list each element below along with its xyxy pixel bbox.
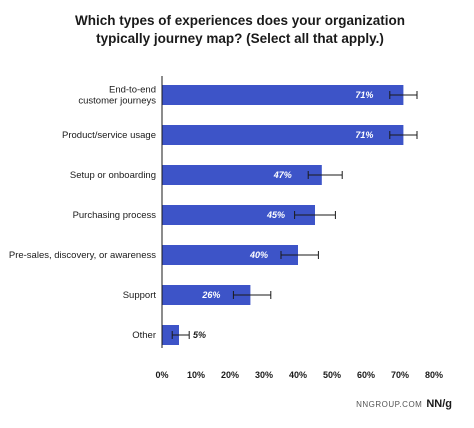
x-tick-label-5: 50% [323, 370, 341, 380]
chart-title-line-2: typically journey map? (Select all that … [96, 31, 384, 46]
error-bars-group [171, 91, 418, 339]
bar-0 [162, 85, 404, 105]
category-label-3: Purchasing process [73, 210, 157, 221]
x-tick-label-8: 80% [425, 370, 443, 380]
bar-2 [162, 165, 322, 185]
bars-group [162, 85, 404, 345]
chart-title: Which types of experiences does your org… [60, 12, 420, 48]
x-tick-label-4: 40% [289, 370, 307, 380]
x-tick-label-2: 20% [221, 370, 239, 380]
data-label-6: 5% [193, 330, 206, 340]
category-label-2: Setup or onboarding [70, 170, 156, 181]
data-label-2: 47% [273, 170, 292, 180]
data-label-0: 71% [355, 90, 373, 100]
bar-6 [162, 325, 179, 345]
data-label-4: 40% [249, 250, 268, 260]
data-label-3: 45% [266, 210, 285, 220]
category-label-1: Product/service usage [62, 130, 156, 141]
category-labels-group: End-to-end customer journeys Product/servi… [9, 85, 156, 342]
chart-title-line-1: Which types of experiences does your org… [74, 13, 406, 28]
nng-logo: NN/g [426, 398, 452, 410]
category-label-5: Support [123, 290, 157, 301]
x-tick-label-3: 30% [255, 370, 273, 380]
x-tick-labels-group: 0% 10% 20% 30% 40% 50% 60% 70% 80% [155, 370, 443, 380]
bar-1 [162, 125, 404, 145]
category-label-6: Other [132, 330, 156, 341]
footer: NNGROUP.COM NN/g [356, 398, 452, 410]
data-label-1: 71% [355, 130, 373, 140]
bar-5 [162, 285, 251, 305]
bar-4 [162, 245, 298, 265]
x-tick-label-7: 70% [391, 370, 409, 380]
data-label-5: 26% [201, 290, 220, 300]
source-text: NNGROUP.COM [356, 400, 423, 409]
data-labels-group: 71% 71% 47% 45% 40% 26% 5% [193, 90, 373, 340]
category-label-0: End-to-end customer journeys [78, 85, 156, 107]
x-tick-label-0: 0% [155, 370, 168, 380]
bar-3 [162, 205, 315, 225]
category-label-4: Pre-sales, discovery, or awareness [9, 250, 156, 261]
x-tick-label-1: 10% [187, 370, 205, 380]
x-tick-label-6: 60% [357, 370, 375, 380]
